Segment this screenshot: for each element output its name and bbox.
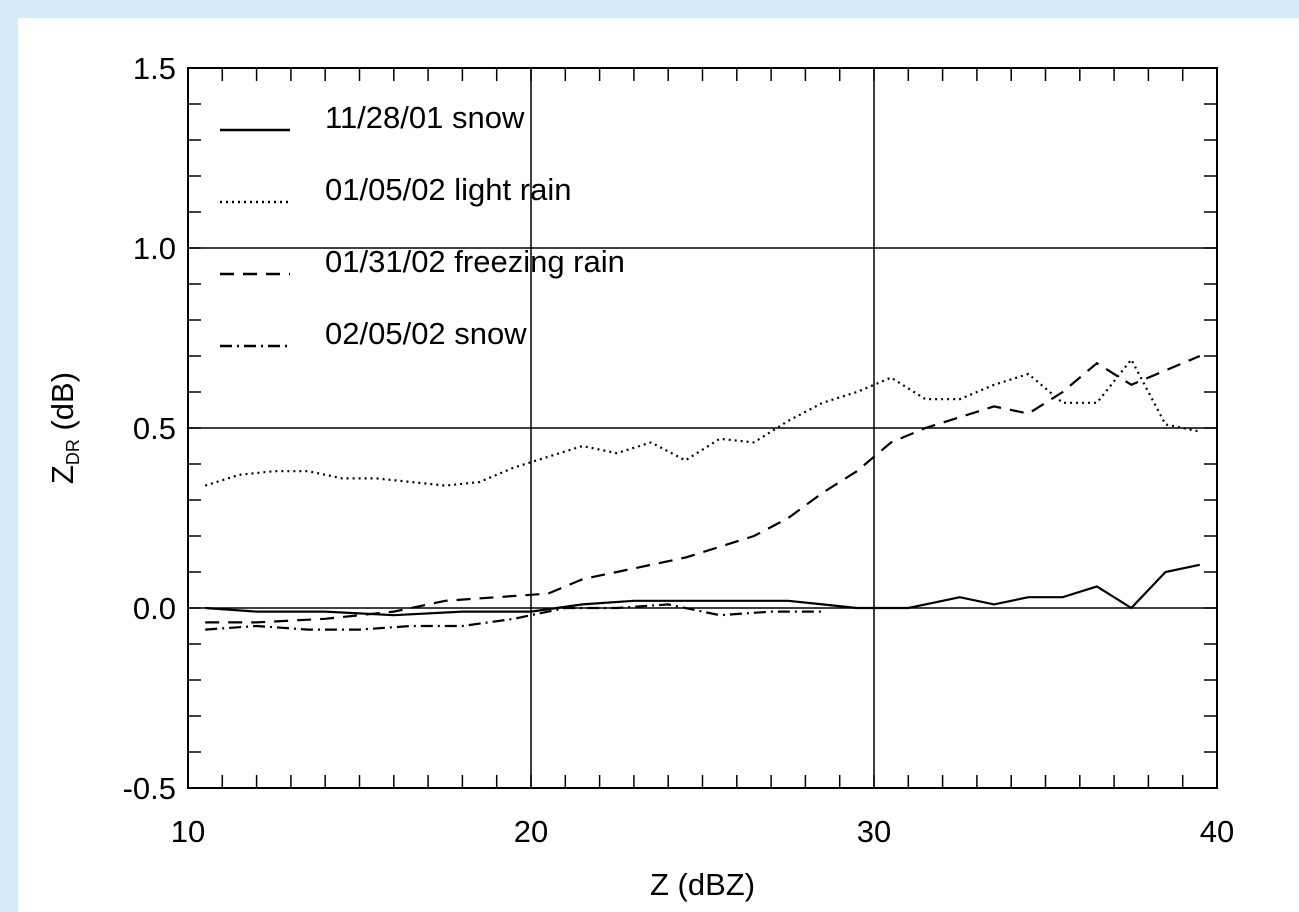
x-axis-label: Z (dBZ) (650, 867, 755, 902)
series-line-2 (204, 357, 1201, 487)
window-frame-left (0, 0, 18, 912)
window-frame-top (0, 0, 1299, 18)
legend-label-3: 01/31/02 freezing rain (325, 244, 625, 279)
plot-frame (187, 67, 1218, 789)
legend-label-1: 11/28/01 snow (325, 100, 525, 135)
x-tick-label: 40 (1200, 814, 1234, 849)
y-tick-label: 1.0 (133, 231, 176, 266)
y-tick-label: 1.5 (133, 51, 176, 86)
x-tick-label: 10 (171, 814, 205, 849)
zdr-chart: 10 20 30 40 -0.5 0.0 0.5 1.0 1.5 11/28/01 snow 01/… (45, 51, 1234, 902)
series-line-4 (205, 603, 823, 631)
y-tick-label: -0.5 (123, 771, 176, 806)
series-line-3 (205, 354, 1201, 624)
x-tick-label: 20 (514, 814, 548, 849)
legend-label-2: 01/05/02 light rain (325, 172, 571, 207)
chart-canvas: 10 20 30 40 -0.5 0.0 0.5 1.0 1.5 11/28/01 snow 01/… (18, 18, 1299, 912)
y-tick-label: 0.5 (133, 411, 176, 446)
legend-label-4: 02/05/02 snow (325, 316, 527, 351)
y-tick-label: 0.0 (133, 591, 176, 626)
series-line-1 (205, 563, 1201, 617)
x-tick-label: 30 (857, 814, 891, 849)
y-axis-label: ZDR (dB) (45, 372, 83, 484)
